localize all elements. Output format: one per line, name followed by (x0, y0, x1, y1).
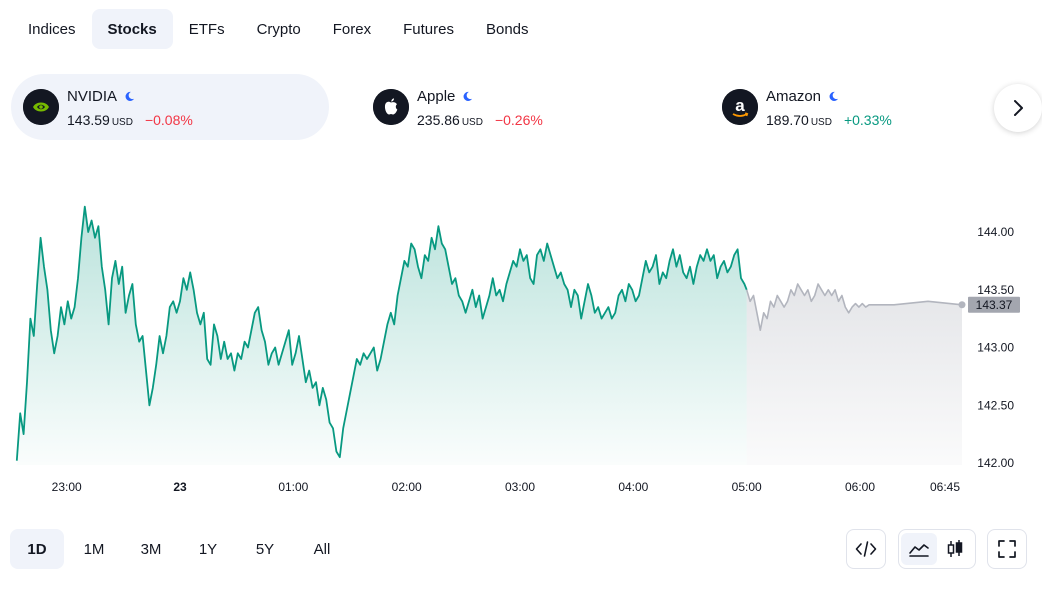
nvidia-logo (23, 89, 59, 125)
candlestick-chart-button[interactable] (937, 533, 973, 565)
x-tick-label: 05:00 (732, 480, 762, 494)
regular-session-area (16, 206, 747, 465)
extended-session-area (746, 284, 962, 465)
x-tick-label: 23 (173, 480, 187, 494)
symbol-price: 143.59 (67, 111, 110, 128)
y-tick-label: 143.50 (977, 283, 1014, 297)
symbol-cards: NVIDIA 143.59 USD −0.08% Apple 2 (11, 74, 1042, 140)
symbol-price: 189.70 (766, 111, 809, 128)
symbol-currency: USD (461, 116, 483, 128)
regular-session-line (15, 205, 748, 461)
symbol-name: Amazon (766, 88, 822, 105)
price-chart[interactable]: 144.00 143.50 143.00 142.50 142.00 23:00 23 01… (0, 165, 1042, 500)
tab-bonds[interactable]: Bonds (485, 20, 529, 38)
range-all[interactable]: All (313, 540, 331, 558)
y-tick-label: 142.50 (977, 398, 1014, 412)
symbol-name: Apple (417, 88, 456, 105)
moon-icon (829, 91, 839, 102)
symbol-price: 235.86 (417, 111, 460, 128)
last-price-dot (958, 301, 966, 309)
chart-style-toggle (898, 529, 976, 569)
symbol-name: NVIDIA (67, 88, 118, 105)
range-1y[interactable]: 1Y (198, 540, 218, 558)
chevron-right-icon (1014, 100, 1023, 116)
tab-futures[interactable]: Futures (403, 20, 454, 38)
area-chart-button[interactable] (901, 533, 937, 565)
category-tabs: Indices Stocks ETFs Crypto Forex Futures… (12, 9, 545, 49)
last-price-label: 143.37 (976, 298, 1013, 312)
tab-indices[interactable]: Indices (28, 20, 76, 38)
tab-etfs[interactable]: ETFs (188, 20, 225, 38)
x-tick-label: 02:00 (392, 480, 422, 494)
x-tick-label: 04:00 (618, 480, 648, 494)
fullscreen-icon (998, 540, 1016, 558)
area-chart-icon (909, 544, 929, 557)
x-tick-label: 23:00 (52, 480, 82, 494)
moon-icon (125, 91, 135, 102)
symbol-card-apple[interactable]: Apple 235.86 USD −0.26% (361, 74, 679, 140)
y-tick-label: 144.00 (977, 225, 1014, 239)
y-tick-label: 143.00 (977, 341, 1014, 355)
tab-crypto[interactable]: Crypto (256, 20, 301, 38)
symbol-change: −0.26% (494, 111, 543, 128)
symbol-currency: USD (111, 116, 133, 128)
candlestick-icon (947, 540, 963, 557)
fullscreen-button[interactable] (987, 529, 1027, 569)
symbol-card-nvidia[interactable]: NVIDIA 143.59 USD −0.08% (11, 74, 329, 140)
code-icon (855, 541, 877, 557)
extended-session-line (745, 283, 963, 331)
amazon-logo: a (722, 89, 758, 125)
symbol-change: −0.08% (144, 111, 193, 128)
range-1m[interactable]: 1M (83, 540, 105, 558)
last-price-tag (968, 296, 1020, 313)
next-symbols-button[interactable] (994, 84, 1042, 132)
range-1d[interactable]: 1D (10, 529, 64, 569)
range-selector: 1D 1M 3M 1Y 5Y All (10, 529, 352, 569)
moon-icon (463, 91, 473, 102)
range-5y[interactable]: 5Y (255, 540, 275, 558)
x-tick-label: 06:45 (930, 480, 960, 494)
tab-stocks[interactable]: Stocks (91, 9, 173, 49)
symbol-currency: USD (810, 116, 832, 128)
symbol-change: +0.33% (843, 111, 892, 128)
tab-forex[interactable]: Forex (332, 20, 372, 38)
embed-button[interactable] (846, 529, 886, 569)
x-tick-label: 06:00 (845, 480, 875, 494)
x-tick-label: 01:00 (278, 480, 308, 494)
range-3m[interactable]: 3M (140, 540, 162, 558)
symbol-card-amazon[interactable]: a Amazon 189.70 USD +0.33% (710, 74, 1028, 140)
apple-logo (373, 89, 409, 125)
x-tick-label: 03:00 (505, 480, 535, 494)
y-tick-label: 142.00 (977, 456, 1014, 470)
svg-text:a: a (735, 96, 745, 115)
